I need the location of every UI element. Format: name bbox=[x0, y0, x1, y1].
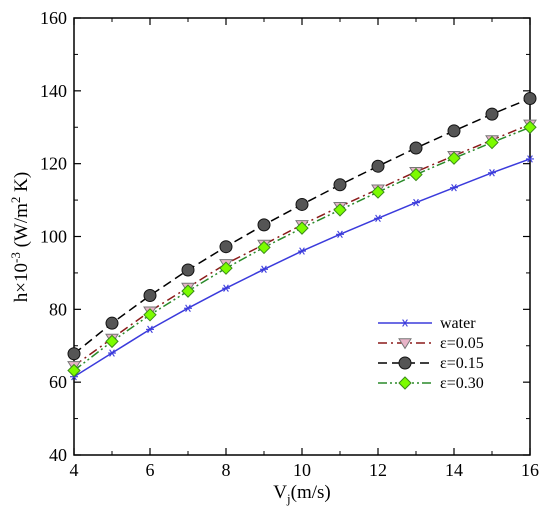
x-axis-label-rest: (m/s) bbox=[291, 482, 331, 503]
y-tick-label: 140 bbox=[40, 81, 67, 101]
series-1 bbox=[67, 119, 537, 373]
data-point bbox=[181, 263, 195, 277]
legend-marker bbox=[398, 356, 412, 370]
data-point bbox=[409, 167, 423, 182]
x-tick-labels: 4 6 8 10 12 14 16 bbox=[70, 460, 540, 480]
data-point bbox=[409, 141, 423, 155]
data-point bbox=[181, 284, 195, 298]
series-0 bbox=[70, 155, 534, 381]
data-point bbox=[488, 169, 496, 177]
data-point bbox=[374, 214, 382, 223]
data-point bbox=[143, 308, 157, 322]
y-axis-label-pre: h×10 bbox=[11, 263, 32, 302]
y-axis-label: h×10-3 (W/m2 K) bbox=[8, 172, 32, 302]
x-tick-label: 10 bbox=[293, 460, 311, 480]
legend-entry: ε=0.15 bbox=[378, 355, 484, 372]
x-tick-label: 14 bbox=[445, 460, 463, 480]
y-tick-label: 160 bbox=[40, 8, 67, 28]
x-axis-label-main: V bbox=[273, 482, 287, 503]
data-point bbox=[333, 203, 347, 217]
x-tick-label: 4 bbox=[70, 460, 79, 480]
series-layer bbox=[67, 91, 537, 381]
y-tick-label: 80 bbox=[49, 299, 67, 319]
data-point bbox=[222, 284, 230, 292]
data-point bbox=[412, 198, 420, 207]
data-point bbox=[523, 91, 537, 105]
data-point bbox=[371, 159, 385, 173]
data-point bbox=[450, 183, 458, 192]
y-axis-label-post: K) bbox=[11, 172, 32, 197]
data-point bbox=[295, 221, 309, 235]
data-point bbox=[526, 155, 534, 163]
legend-label: ε=0.30 bbox=[440, 375, 484, 392]
legend-marker bbox=[398, 338, 412, 350]
axis-ticks bbox=[73, 17, 531, 456]
data-point bbox=[485, 135, 499, 150]
data-point bbox=[143, 288, 157, 302]
x-axis-label: Vj(m/s) bbox=[273, 482, 330, 506]
data-point bbox=[260, 265, 268, 273]
data-point bbox=[219, 240, 233, 254]
series-2 bbox=[67, 91, 537, 361]
x-tick-label: 12 bbox=[369, 460, 387, 480]
data-point bbox=[108, 349, 116, 357]
legend-entry: ε=0.30 bbox=[378, 375, 484, 392]
x-tick-label: 6 bbox=[146, 460, 155, 480]
y-axis-label-sup1: -3 bbox=[8, 252, 23, 263]
legend-marker bbox=[398, 376, 412, 390]
data-point bbox=[257, 240, 271, 255]
y-tick-label: 100 bbox=[40, 227, 67, 247]
legend-entry: water bbox=[378, 315, 476, 332]
legend-label: ε=0.15 bbox=[440, 355, 484, 372]
data-point bbox=[184, 304, 192, 312]
data-point bbox=[257, 218, 271, 232]
data-point bbox=[371, 185, 385, 199]
data-point bbox=[219, 261, 233, 275]
data-point bbox=[523, 120, 537, 134]
data-point bbox=[447, 151, 461, 165]
data-point bbox=[336, 230, 344, 239]
legend: water ε=0.05 ε=0.15 ε=0.30 bbox=[378, 315, 484, 392]
legend-marker bbox=[401, 319, 409, 327]
legend-entries: water ε=0.05 ε=0.15 ε=0.30 bbox=[378, 315, 484, 392]
x-tick-label: 8 bbox=[222, 460, 231, 480]
legend-label: ε=0.05 bbox=[440, 335, 484, 352]
legend-label: water bbox=[440, 315, 476, 332]
y-tick-label: 40 bbox=[49, 445, 67, 465]
legend-entry: ε=0.05 bbox=[378, 335, 484, 352]
y-axis-label-sup2: 2 bbox=[8, 197, 23, 204]
data-point bbox=[298, 247, 306, 255]
y-tick-label: 60 bbox=[49, 372, 67, 392]
data-point bbox=[146, 325, 154, 334]
data-point bbox=[447, 124, 461, 138]
data-point bbox=[67, 347, 81, 361]
series-3 bbox=[67, 120, 537, 378]
x-tick-label: 16 bbox=[521, 460, 539, 480]
data-point bbox=[485, 107, 499, 121]
y-tick-label: 120 bbox=[40, 154, 67, 174]
y-axis-label-mid: (W/m bbox=[11, 203, 32, 252]
y-tick-labels: 40 60 80 100 120 140 160 bbox=[40, 8, 67, 465]
data-point bbox=[295, 197, 309, 211]
data-point bbox=[105, 334, 119, 349]
x-axis-label-sub: j bbox=[286, 491, 291, 506]
data-point bbox=[105, 316, 119, 330]
data-point bbox=[67, 363, 81, 378]
data-point bbox=[333, 178, 347, 192]
